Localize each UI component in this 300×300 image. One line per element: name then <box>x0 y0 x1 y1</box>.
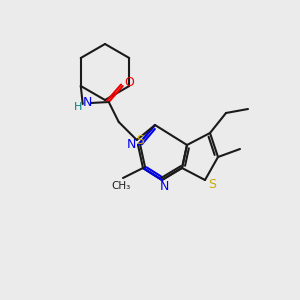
Text: N: N <box>83 95 92 109</box>
Text: H: H <box>74 102 82 112</box>
Text: S: S <box>208 178 216 190</box>
Text: N: N <box>126 139 136 152</box>
Text: O: O <box>124 76 134 88</box>
Text: S: S <box>136 134 144 148</box>
Text: CH₃: CH₃ <box>111 181 130 191</box>
Text: N: N <box>159 179 169 193</box>
